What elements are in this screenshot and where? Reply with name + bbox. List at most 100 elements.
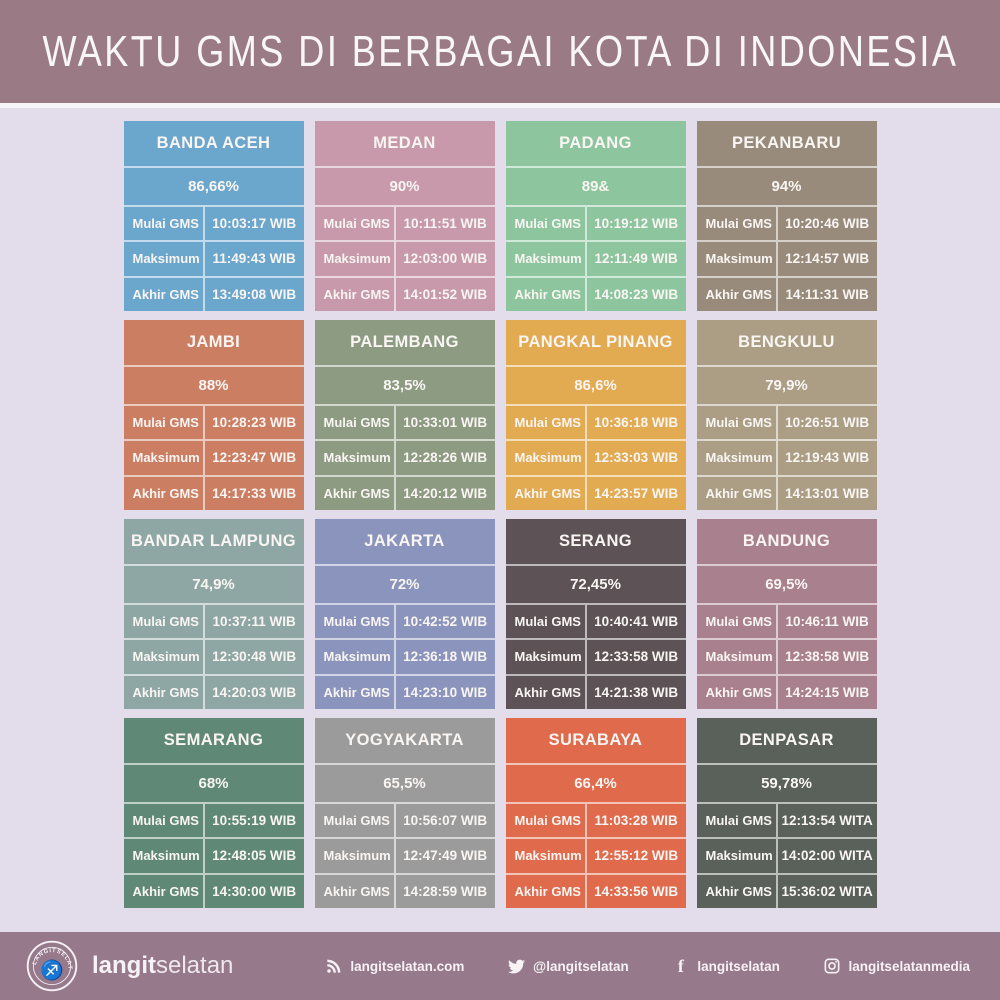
card-row-akhir: Akhir GMS 15:36:02 WITA <box>696 872 877 908</box>
twitter-link[interactable]: @langitselatan <box>508 958 629 975</box>
row-value-maksimum: 12:33:03 WIB <box>584 441 686 475</box>
card-row-mulai: Mulai GMS 10:37:11 WIB <box>123 603 304 639</box>
row-value-maksimum: 12:23:47 WIB <box>202 441 304 475</box>
card-row-akhir: Akhir GMS 14:20:12 WIB <box>314 474 495 510</box>
row-value-mulai-gms: 10:33:01 WIB <box>393 406 495 440</box>
card-city-name: YOGYAKARTA <box>345 731 464 749</box>
card-row-mulai: Mulai GMS 10:03:17 WIB <box>123 205 304 241</box>
row-value-akhir-gms: 14:28:59 WIB <box>393 874 495 908</box>
card-percentage: 94% <box>696 166 877 205</box>
card-row-mulai: Mulai GMS 10:36:18 WIB <box>505 404 686 440</box>
facebook-icon: f <box>677 956 684 976</box>
row-value-maksimum: 12:33:58 WIB <box>584 640 686 674</box>
card-row-mulai: Mulai GMS 10:33:01 WIB <box>314 404 495 440</box>
row-label-maksimum: Maksimum <box>514 848 582 864</box>
row-value-mulai-gms: 10:40:41 WIB <box>584 605 686 639</box>
row-label-akhir-gms: Akhir GMS <box>323 485 390 501</box>
row-value-mulai-gms: 10:26:51 WIB <box>775 406 877 440</box>
card-row-maksimum: Maksimum 14:02:00 WITA <box>696 837 877 873</box>
row-label-akhir-gms: Akhir GMS <box>514 485 581 501</box>
row-value-maksimum: 12:38:58 WIB <box>775 640 877 674</box>
city-card: JAMBI 88% Mulai GMS 10:28:23 WIB Maksimu… <box>123 320 304 510</box>
footer-bar: LANGITSELATAN ♐ langitselatan langitsela… <box>0 932 1000 1000</box>
main-content: BANDA ACEH 86,66% Mulai GMS 10:03:17 WIB… <box>0 108 1000 932</box>
card-city-name: DENPASAR <box>739 731 834 749</box>
row-label-maksimum: Maksimum <box>323 848 391 864</box>
card-row-akhir: Akhir GMS 14:24:15 WIB <box>696 673 877 709</box>
facebook-link[interactable]: f langitselatan <box>672 956 780 976</box>
row-value-akhir-gms: 14:30:00 WIB <box>202 874 304 908</box>
row-label-maksimum: Maksimum <box>705 251 773 267</box>
instagram-icon <box>823 958 840 975</box>
row-label-mulai-gms: Mulai GMS <box>514 415 581 431</box>
row-value-mulai-gms: 10:46:11 WIB <box>775 605 877 639</box>
row-label-maksimum: Maksimum <box>132 450 200 466</box>
row-value-mulai-gms: 12:13:54 WITA <box>775 804 877 838</box>
city-card: SERANG 72,45% Mulai GMS 10:40:41 WIB Mak… <box>505 519 686 709</box>
card-row-mulai: Mulai GMS 10:26:51 WIB <box>696 404 877 440</box>
row-value-akhir-gms: 14:23:57 WIB <box>584 476 686 510</box>
card-percentage: 79,9% <box>696 365 877 404</box>
card-row-akhir: Akhir GMS 14:17:33 WIB <box>123 474 304 510</box>
row-value-maksimum: 12:30:48 WIB <box>202 640 304 674</box>
row-label-akhir-gms: Akhir GMS <box>514 883 581 899</box>
card-row-mulai: Mulai GMS 10:19:12 WIB <box>505 205 686 241</box>
card-city-name: MEDAN <box>373 134 436 152</box>
card-percentage: 74,9% <box>123 564 304 603</box>
row-value-akhir-gms: 15:36:02 WITA <box>775 874 877 908</box>
card-row-akhir: Akhir GMS 14:23:10 WIB <box>314 673 495 709</box>
row-label-maksimum: Maksimum <box>705 450 773 466</box>
twitter-link-label: @langitselatan <box>533 958 629 974</box>
row-label-akhir-gms: Akhir GMS <box>514 286 581 302</box>
row-value-akhir-gms: 14:23:10 WIB <box>393 675 495 709</box>
card-row-akhir: Akhir GMS 14:23:57 WIB <box>505 474 686 510</box>
row-label-maksimum: Maksimum <box>323 649 391 665</box>
instagram-link[interactable]: langitselatanmedia <box>823 958 970 975</box>
row-value-mulai-gms: 10:11:51 WIB <box>393 207 495 241</box>
card-row-akhir: Akhir GMS 13:49:08 WIB <box>123 275 304 311</box>
row-value-akhir-gms: 14:17:33 WIB <box>202 476 304 510</box>
city-card: DENPASAR 59,78% Mulai GMS 12:13:54 WITA … <box>696 718 877 908</box>
card-row-maksimum: Maksimum 12:36:18 WIB <box>314 638 495 674</box>
website-link[interactable]: langitselatan.com <box>325 958 464 975</box>
row-value-akhir-gms: 13:49:08 WIB <box>202 277 304 311</box>
card-row-maksimum: Maksimum 12:11:49 WIB <box>505 240 686 276</box>
card-row-mulai: Mulai GMS 10:28:23 WIB <box>123 404 304 440</box>
card-row-maksimum: Maksimum 12:38:58 WIB <box>696 638 877 674</box>
row-label-mulai-gms: Mulai GMS <box>132 415 199 431</box>
card-percentage: 59,78% <box>696 763 877 802</box>
card-row-maksimum: Maksimum 12:19:43 WIB <box>696 439 877 475</box>
row-label-mulai-gms: Mulai GMS <box>132 614 199 630</box>
city-card: SURABAYA 66,4% Mulai GMS 11:03:28 WIB Ma… <box>505 718 686 908</box>
instagram-link-label: langitselatanmedia <box>848 958 970 974</box>
city-card: BENGKULU 79,9% Mulai GMS 10:26:51 WIB Ma… <box>696 320 877 510</box>
row-label-maksimum: Maksimum <box>705 649 773 665</box>
card-city-name: JAMBI <box>186 333 241 351</box>
row-value-maksimum: 12:55:12 WIB <box>584 839 686 873</box>
row-value-akhir-gms: 14:08:23 WIB <box>584 277 686 311</box>
row-label-maksimum: Maksimum <box>514 251 582 267</box>
card-city-name: SERANG <box>559 532 632 550</box>
brand-wordmark-light: selatan <box>156 952 234 979</box>
card-row-maksimum: Maksimum 12:23:47 WIB <box>123 439 304 475</box>
card-row-mulai: Mulai GMS 10:11:51 WIB <box>314 205 495 241</box>
row-label-akhir-gms: Akhir GMS <box>705 485 772 501</box>
card-city-name: BANDUNG <box>742 532 831 550</box>
row-label-akhir-gms: Akhir GMS <box>132 684 199 700</box>
page-title: WAKTU GMS DI BERBAGAI KOTA DI INDONESIA <box>42 26 958 76</box>
card-city-name: SEMARANG <box>163 731 264 749</box>
row-value-maksimum: 11:49:43 WIB <box>202 242 304 276</box>
card-row-akhir: Akhir GMS 14:11:31 WIB <box>696 275 877 311</box>
card-row-akhir: Akhir GMS 14:13:01 WIB <box>696 474 877 510</box>
row-value-mulai-gms: 10:19:12 WIB <box>584 207 686 241</box>
card-row-mulai: Mulai GMS 10:42:52 WIB <box>314 603 495 639</box>
card-row-mulai: Mulai GMS 10:56:07 WIB <box>314 802 495 838</box>
row-label-mulai-gms: Mulai GMS <box>514 813 581 829</box>
card-row-mulai: Mulai GMS 10:46:11 WIB <box>696 603 877 639</box>
city-card: SEMARANG 68% Mulai GMS 10:55:19 WIB Maks… <box>123 718 304 908</box>
row-label-maksimum: Maksimum <box>132 848 200 864</box>
row-label-mulai-gms: Mulai GMS <box>705 813 772 829</box>
website-link-label: langitselatan.com <box>350 958 465 974</box>
city-card: BANDA ACEH 86,66% Mulai GMS 10:03:17 WIB… <box>123 121 304 311</box>
card-row-maksimum: Maksimum 12:47:49 WIB <box>314 837 495 873</box>
